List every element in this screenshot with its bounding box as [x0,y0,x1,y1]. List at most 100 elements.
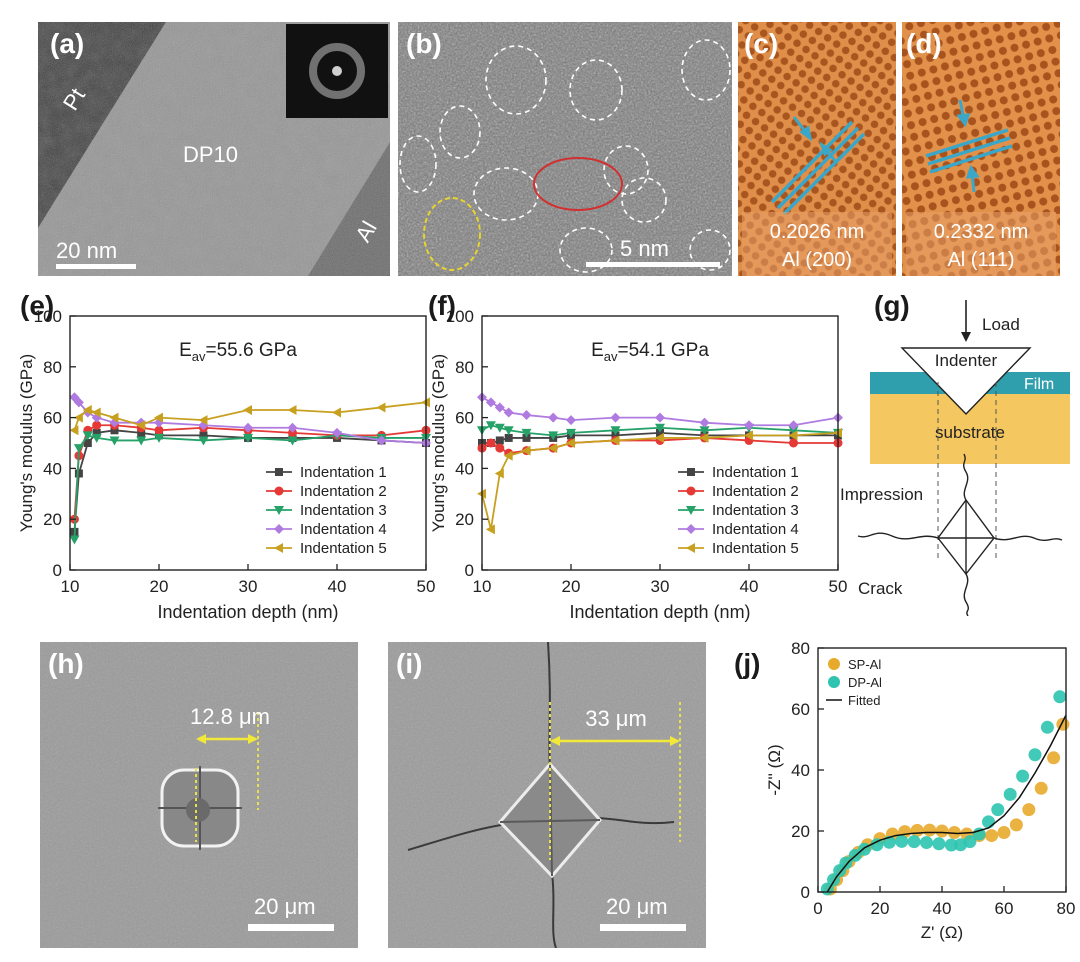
sp-al-point-10 [923,823,937,837]
data-point-f-1-4 [522,433,531,442]
y-axis-title-f: Young's modulus (GPa) [429,354,448,532]
scalebar-b-label: 5 nm [620,236,669,261]
data-point-f-3-8 [655,423,665,433]
data-point-f-2-1 [486,438,496,448]
dp-al-point-3 [839,856,853,870]
grain-outlines [399,39,731,273]
panel-label-h: (h) [48,648,84,679]
data-point-e-5-6 [154,412,163,423]
data-point-f-1-3 [504,433,513,442]
sp-al-point-9 [910,823,924,837]
legend-label-fitted: Fitted [848,693,881,708]
impression-diagram [857,453,1063,616]
x-tick-label-e-2: 30 [239,577,258,596]
legend-marker-sp-al [828,658,840,670]
chart-f: 10 20 30 40 50 0 20 40 60 80 100 Indentation depth … [429,307,847,622]
data-point-f-4-8 [655,412,665,423]
data-point-e-4-11 [376,435,387,446]
legend-marker-e-5 [274,543,283,553]
data-point-e-1-5 [137,428,146,437]
y-tick-label-e-0: 0 [53,561,62,580]
legend-label-f-4: Indentation 4 [712,521,799,538]
data-point-f-3-1 [485,421,496,431]
y-tick-label-f-2: 40 [455,459,474,478]
x-axis-title-f: Indentation depth (nm) [569,602,750,622]
lattice-lines-c [770,120,866,216]
data-point-e-3-4 [109,436,120,446]
data-point-e-5-5 [136,420,146,431]
spacing-d: 0.2332 nm [934,221,1029,243]
legend-marker-e-1 [275,468,283,476]
data-point-e-1-4 [110,426,119,435]
y-tick-label-e-5: 100 [34,307,62,326]
y-tick-label-e-4: 80 [43,358,62,377]
data-point-f-5-2 [494,468,504,479]
data-point-e-3-9 [287,436,298,446]
panel-label-e: (e) [20,290,55,321]
series-f-5 [477,427,842,535]
material-label: DP10 [183,142,238,167]
y-tick-label-f-4: 80 [455,358,474,377]
data-point-f-2-2 [495,443,505,453]
data-point-f-5-10 [744,430,753,441]
crack-label: Crack [858,579,903,598]
panel-label-f: (f) [428,290,456,321]
data-point-e-5-2 [82,404,92,415]
scalebar-h-label: 20 μm [254,894,316,919]
legend-label-f-2: Indentation 2 [712,483,799,500]
x-tick-label-j-0: 0 [813,899,822,918]
scalebar-h [248,924,334,931]
data-point-e-3-8 [243,433,253,443]
data-point-e-3-2 [82,431,93,441]
dp-al-point-12 [944,838,958,852]
y-tick-label-j-3: 60 [791,700,810,719]
data-point-f-3-6 [566,428,576,438]
measure-h: 12.8 μm [190,704,270,729]
series-e-1 [70,426,430,536]
y-tick-label-e-1: 20 [43,510,62,529]
data-point-f-5-9 [699,432,709,443]
film-label: Film [1024,376,1054,393]
data-point-e-3-6 [154,433,164,443]
legend-marker-e-3 [274,506,284,515]
dp-al-point-21 [1040,720,1054,734]
y-tick-label-f-1: 20 [455,510,474,529]
legend-marker-f-5 [686,543,695,553]
legend-label-dp-al: DP-Al [848,675,882,690]
panel-a-tem-image: 20 nm DP10 Pt Al (a) [38,22,390,276]
data-point-f-5-6 [566,438,575,448]
panel-label-g: (g) [874,290,910,321]
data-point-f-4-9 [699,417,710,428]
sem-image-i: 33 μm 20 μm [388,642,706,948]
indent-impression-h [158,766,242,850]
plot-area-f [477,392,843,535]
panel-label-b: (b) [406,28,442,59]
sp-al-point-15 [985,829,999,843]
data-point-f-4-2 [494,402,505,413]
data-point-e-5-7 [198,415,208,426]
legend-marker-dp-al [828,676,840,688]
data-point-f-5-1 [485,524,495,535]
dp-al-point-15 [972,827,986,841]
legend-label-e-4: Indentation 4 [300,521,387,538]
panel-j-chart: 0 20 40 60 80 0 20 40 60 80 Z' (Ω) -Z'' (Ω) SP-Al DP-… [730,636,1080,962]
annotation-main-e: E [179,340,192,361]
y-tick-label-j-4: 80 [791,639,810,658]
annotation-sub-e: av [192,349,206,364]
panel-b-hrtem-image: 5 nm (b) [398,22,732,276]
x-axis-title-e: Indentation depth (nm) [157,602,338,622]
legend-label-sp-al: SP-Al [848,657,881,672]
x-tick-label-f-2: 30 [651,577,670,596]
hrtem-image-b: 5 nm [398,22,732,276]
legend-label-e-5: Indentation 5 [300,540,387,557]
data-point-f-1-2 [495,436,504,445]
series-e-5 [69,397,430,436]
dp-al-point-10 [920,836,933,850]
panel-label-j: (j) [734,648,761,679]
data-point-e-5-8 [243,404,252,415]
panel-c-lattice: 0.2026 nm Al (200) (c) [738,22,896,276]
legend-marker-f-3 [686,506,696,515]
data-point-e-5-1 [73,412,83,423]
x-axis-title-j: Z' (Ω) [921,923,963,942]
data-point-e-2-9 [288,428,297,438]
